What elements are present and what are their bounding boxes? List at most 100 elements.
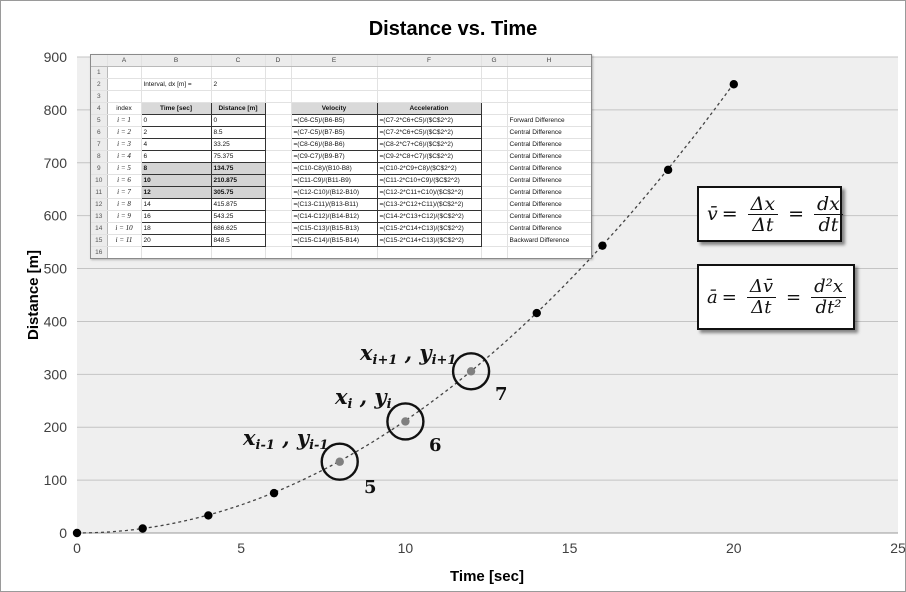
empty-cell: [265, 198, 292, 211]
cell-time: 4: [140, 138, 212, 151]
cell-time: 16: [140, 210, 212, 223]
equals-sign: =: [786, 286, 802, 308]
data-point: [204, 511, 213, 520]
cell-note: Central Difference: [507, 174, 591, 187]
cell-acceleration: =(C14-2*C13+C12)/($C$2^2): [376, 210, 482, 223]
equals-sign: =: [788, 203, 805, 225]
numerator: Δv̄: [746, 276, 776, 298]
cell-acceleration: =(C9-2*C8+C7)/($C$2^2): [376, 150, 482, 163]
cell-velocity: =(C11-C9)/(B11-B9): [290, 174, 378, 187]
derivative-fraction: dx dt: [814, 194, 843, 235]
row-number: 8: [91, 150, 108, 163]
cell-acceleration: =(C8-2*C7+C6)/($C$2^2): [376, 138, 482, 151]
cell-distance: 305.75: [210, 186, 266, 199]
data-point: [466, 367, 476, 376]
cell-distance: 0: [210, 114, 266, 127]
y-tick-label: 200: [44, 419, 68, 435]
sheet-row: 16: [91, 246, 591, 258]
cell-index: i = 2: [107, 126, 142, 139]
x-tick-label: 20: [726, 540, 742, 556]
cell-velocity: =(C12-C10)/(B12-B10): [290, 186, 378, 199]
denominator: dt: [818, 213, 839, 236]
cell-distance: 543.25: [210, 210, 266, 223]
sheet-row: 1: [91, 66, 591, 79]
col-header: C: [211, 55, 266, 67]
cell-index: i = 6: [107, 174, 142, 187]
empty-cell: [265, 162, 292, 175]
row-number: 1: [91, 66, 108, 79]
cell-note: Central Difference: [507, 210, 591, 223]
y-tick-label: 900: [44, 49, 68, 65]
empty-cell: [265, 174, 292, 187]
row-number: 16: [91, 246, 108, 258]
y-axis-title: Distance [m]: [25, 250, 42, 340]
annotation-point-6: xi , yi: [335, 384, 392, 413]
empty-cell: [265, 234, 292, 247]
sheet-row: 3: [91, 90, 591, 103]
denominator: Δt: [752, 213, 774, 236]
cell-distance: 210.875: [210, 174, 266, 187]
col-header: E: [291, 55, 378, 67]
cell-distance: 848.5: [210, 234, 266, 247]
x-tick-label: 5: [237, 540, 245, 556]
row-number: 13: [91, 210, 108, 223]
highlight-ring: [386, 402, 425, 441]
empty-cell: [481, 186, 508, 199]
data-point: [72, 528, 82, 538]
empty-cell: [481, 234, 508, 247]
empty-cell: [265, 138, 292, 151]
cell-acceleration: =(C15-2*C14+C13)/($C$2^2): [376, 234, 482, 247]
delta-fraction: Δv̄ Δt: [746, 276, 776, 318]
row-number: 15: [91, 234, 108, 247]
sheet-row: 13 i = 9 16 543.25 =(C14-C12)/(B14-B12) =(C14…: [91, 210, 591, 223]
velocity-symbol: v̄: [707, 203, 718, 225]
cell-index: i = 5: [107, 162, 142, 175]
x-tick-label: 15: [562, 540, 578, 556]
cell-note: Central Difference: [507, 126, 591, 139]
cell-note: Forward Difference: [507, 114, 591, 127]
numerator: d²x: [811, 276, 846, 298]
empty-cell: [265, 210, 292, 223]
annotation-point-5: xi-1 , yi-1: [243, 425, 329, 454]
equals-sign: =: [721, 286, 737, 308]
cell-note: Central Difference: [507, 222, 591, 235]
empty-cell: [265, 222, 292, 235]
empty-cell: [265, 150, 292, 163]
cell-velocity: =(C15-C13)/(B15-B13): [290, 222, 378, 235]
chart-title: Distance vs. Time: [369, 18, 538, 40]
col-header: D: [265, 55, 292, 67]
row-number: 5: [91, 114, 108, 127]
row-number: 3: [91, 90, 108, 103]
cell-distance: 134.75: [210, 162, 266, 175]
col-header: B: [141, 55, 212, 67]
x-tick-label: 0: [73, 540, 81, 556]
numerator: Δx: [747, 194, 779, 215]
cell-time: 0: [140, 114, 212, 127]
y-tick-label: 100: [44, 472, 68, 488]
col-header: G: [481, 55, 508, 67]
cell-note: Backward Difference: [507, 234, 591, 247]
cell-note: Central Difference: [507, 162, 591, 175]
cell-acceleration: =(C12-2*C11+C10)/($C$2^2): [376, 186, 482, 199]
y-tick-label: 500: [44, 261, 68, 277]
cell-time: 10: [140, 174, 212, 187]
header-time: Time [sec]: [140, 102, 212, 115]
cell-time: 18: [140, 222, 212, 235]
cell-acceleration: =(C15-2*C14+C13)/($C$2^2): [376, 222, 482, 235]
interval-label: Interval, dx [m] =: [141, 78, 212, 91]
cell-acceleration: =(C13-2*C12+C11)/($C$2^2): [376, 198, 482, 211]
empty-cell: [265, 186, 292, 199]
col-header: F: [377, 55, 482, 67]
spreadsheet-screenshot: A B C D E F G H 1 2 Interval, dx [m] = 2…: [90, 54, 592, 259]
numerator: dx: [814, 194, 843, 215]
data-point: [663, 165, 673, 175]
cell-time: 12: [140, 186, 212, 199]
denominator: Δt: [751, 296, 772, 318]
empty-cell: [481, 174, 508, 187]
velocity-equation: v̄ = Δx Δt = dx dt: [697, 186, 843, 242]
cell-index: i = 9: [107, 210, 142, 223]
y-tick-labels: 0 100 200 300 400 500 600 700 800 900: [44, 49, 68, 541]
empty-cell: [481, 198, 508, 211]
